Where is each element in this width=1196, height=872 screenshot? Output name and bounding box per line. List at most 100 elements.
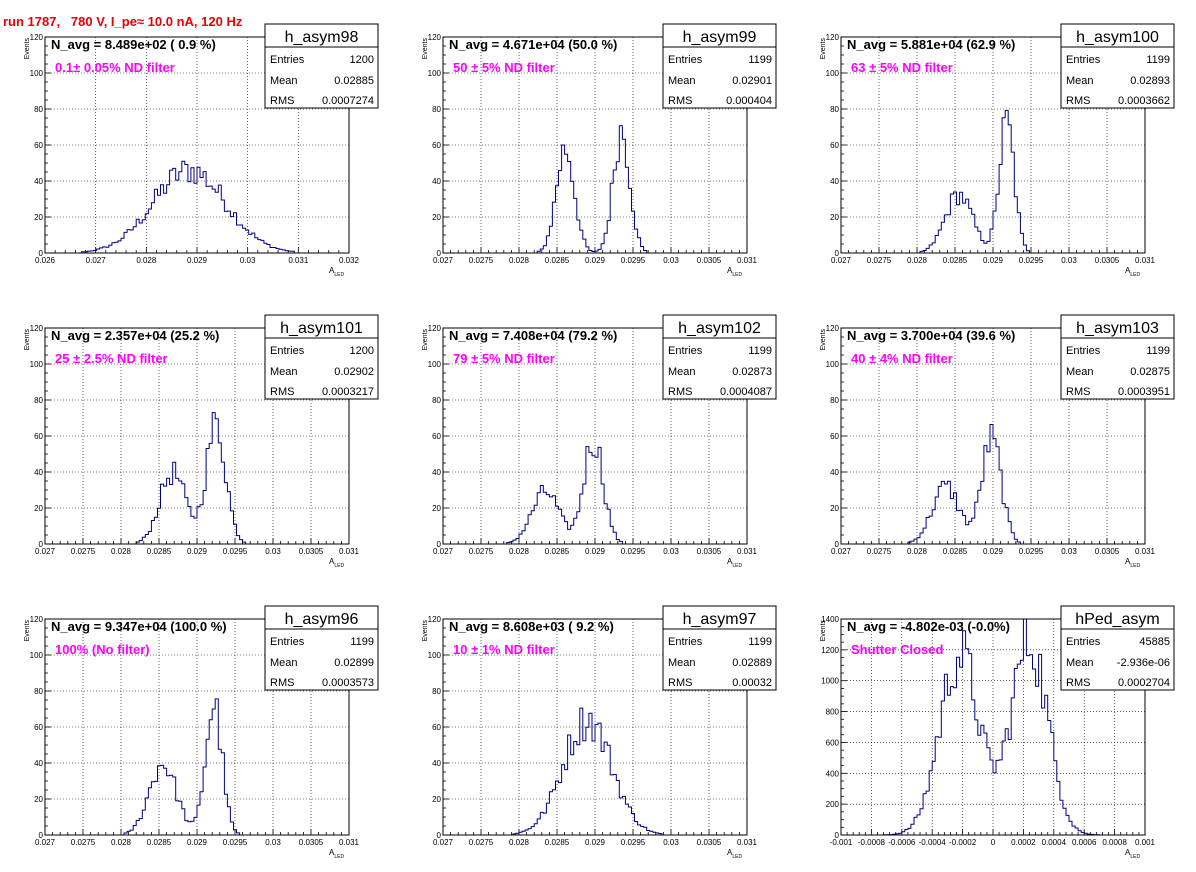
y-tick-label: 40 [34, 759, 43, 768]
filter-annotation: Shutter Closed [851, 642, 944, 657]
filter-annotation: 10 ± 1% ND filter [453, 642, 555, 657]
x-tick-label: 0.0008 [1102, 838, 1127, 847]
y-tick-label: 20 [432, 213, 441, 222]
stats-mean-label: Mean [668, 657, 696, 669]
x-tick-label: 0.029 [187, 838, 208, 847]
stats-entries-label: Entries [270, 345, 305, 357]
stats-entries-value: 1199 [748, 636, 772, 648]
x-axis-label: ALED [329, 848, 344, 860]
x-tick-label: 0.03 [1061, 256, 1077, 265]
y-axis-label: Events [422, 38, 429, 60]
x-tick-label: 0.031 [288, 256, 309, 265]
y-tick-label: 80 [830, 396, 839, 405]
stats-box [1060, 23, 1175, 109]
x-tick-label: -0.001 [830, 838, 853, 847]
histogram-name: h_asym96 [285, 611, 359, 628]
stats-mean-label: Mean [270, 657, 298, 669]
y-tick-label: 80 [34, 396, 43, 405]
x-tick-label: 0.0305 [697, 256, 722, 265]
navg-label: N_avg = 8.608e+03 ( 9.2 %) [449, 619, 614, 634]
x-tick-label: 0.0285 [943, 256, 968, 265]
stats-mean-value: 0.02893 [1130, 75, 1170, 87]
x-tick-label: 0.027 [433, 838, 454, 847]
stats-entries-label: Entries [668, 345, 703, 357]
stats-box [264, 605, 379, 691]
y-tick-label: 80 [34, 687, 43, 696]
histogram-name: h_asym98 [285, 29, 359, 46]
y-tick-label: 60 [432, 723, 441, 732]
panel-h_asym103: 0.027 0.0275 0.028 0.0285 0.029 0.0295 0.03 0.0… [820, 314, 1175, 569]
stats-mean-label: Mean [668, 366, 696, 378]
histogram-name: h_asym100 [1076, 29, 1159, 46]
x-tick-label: 0.0295 [621, 838, 646, 847]
y-tick-label: 40 [432, 759, 441, 768]
x-tick-label: 0.028 [509, 547, 530, 556]
stats-rms-value: 0.0003573 [322, 677, 374, 689]
stats-rms-label: RMS [270, 386, 294, 398]
x-tick-label: -0.0008 [858, 838, 886, 847]
y-tick-label: 40 [34, 177, 43, 186]
y-tick-label: 120 [826, 324, 840, 333]
y-tick-label: 40 [830, 177, 839, 186]
x-tick-label: 0.03 [265, 838, 281, 847]
stats-mean-label: Mean [668, 75, 696, 87]
x-tick-label: 0.031 [339, 838, 360, 847]
x-tick-label: 0.0305 [697, 547, 722, 556]
x-tick-label: 0.027 [433, 256, 454, 265]
x-tick-label: 0.029 [585, 547, 606, 556]
stats-mean-label: Mean [270, 366, 298, 378]
y-tick-label: 400 [826, 769, 840, 778]
x-tick-label: 0.026 [35, 256, 56, 265]
y-tick-label: 40 [432, 177, 441, 186]
y-tick-label: 0 [39, 831, 44, 840]
x-tick-label: 0.0305 [299, 838, 324, 847]
stats-mean-value: 0.02875 [1130, 366, 1170, 378]
stats-mean-value: 0.02902 [334, 366, 374, 378]
stats-entries-label: Entries [668, 54, 703, 66]
stats-rms-label: RMS [1066, 677, 1090, 689]
y-tick-label: 100 [428, 360, 442, 369]
x-tick-label: 0.027 [86, 256, 107, 265]
y-axis-label: Events [820, 329, 827, 351]
y-tick-label: 120 [30, 324, 44, 333]
stats-entries-value: 1200 [350, 345, 374, 357]
x-tick-label: 0.028 [509, 838, 530, 847]
y-tick-label: 40 [432, 468, 441, 477]
x-axis-label: ALED [329, 266, 344, 278]
y-tick-label: 120 [826, 33, 840, 42]
x-tick-label: 0.027 [35, 838, 56, 847]
x-tick-label: 0.028 [907, 256, 928, 265]
stats-mean-value: 0.02899 [334, 657, 374, 669]
stats-rms-label: RMS [668, 677, 692, 689]
stats-rms-value: 0.0002704 [1118, 677, 1170, 689]
y-axis-label: Events [820, 38, 827, 60]
stats-entries-value: 1199 [1146, 54, 1170, 66]
y-tick-label: 100 [428, 651, 442, 660]
y-tick-label: 120 [428, 615, 442, 624]
y-tick-label: 800 [826, 708, 840, 717]
y-tick-label: 60 [830, 141, 839, 150]
stats-mean-value: 0.02873 [732, 366, 772, 378]
x-axis-label: ALED [1125, 557, 1140, 569]
x-tick-label: 0.0295 [223, 547, 248, 556]
y-tick-label: 200 [826, 800, 840, 809]
stats-entries-value: 1200 [350, 54, 374, 66]
y-tick-label: 100 [30, 360, 44, 369]
x-tick-label: 0.028 [136, 256, 157, 265]
x-tick-label: 0.0285 [545, 256, 570, 265]
panel-h_asym100: 0.027 0.0275 0.028 0.0285 0.029 0.0295 0.03 0.0… [820, 23, 1175, 278]
y-tick-label: 100 [30, 69, 44, 78]
y-tick-label: 0 [39, 540, 44, 549]
y-tick-label: 20 [34, 213, 43, 222]
y-tick-label: 40 [34, 468, 43, 477]
stats-mean-value: 0.02889 [732, 657, 772, 669]
x-tick-label: 0.0305 [299, 547, 324, 556]
x-tick-label: 0.03 [265, 547, 281, 556]
x-tick-label: 0.0305 [697, 838, 722, 847]
filter-annotation: 25 ± 2.5% ND filter [55, 351, 168, 366]
navg-label: N_avg = 3.700e+04 (39.6 %) [847, 328, 1015, 343]
navg-label: N_avg = -4.802e-03 (-0.0%) [847, 619, 1010, 634]
x-tick-label: 0 [991, 838, 996, 847]
y-tick-label: 1200 [821, 646, 839, 655]
y-tick-label: 20 [34, 795, 43, 804]
